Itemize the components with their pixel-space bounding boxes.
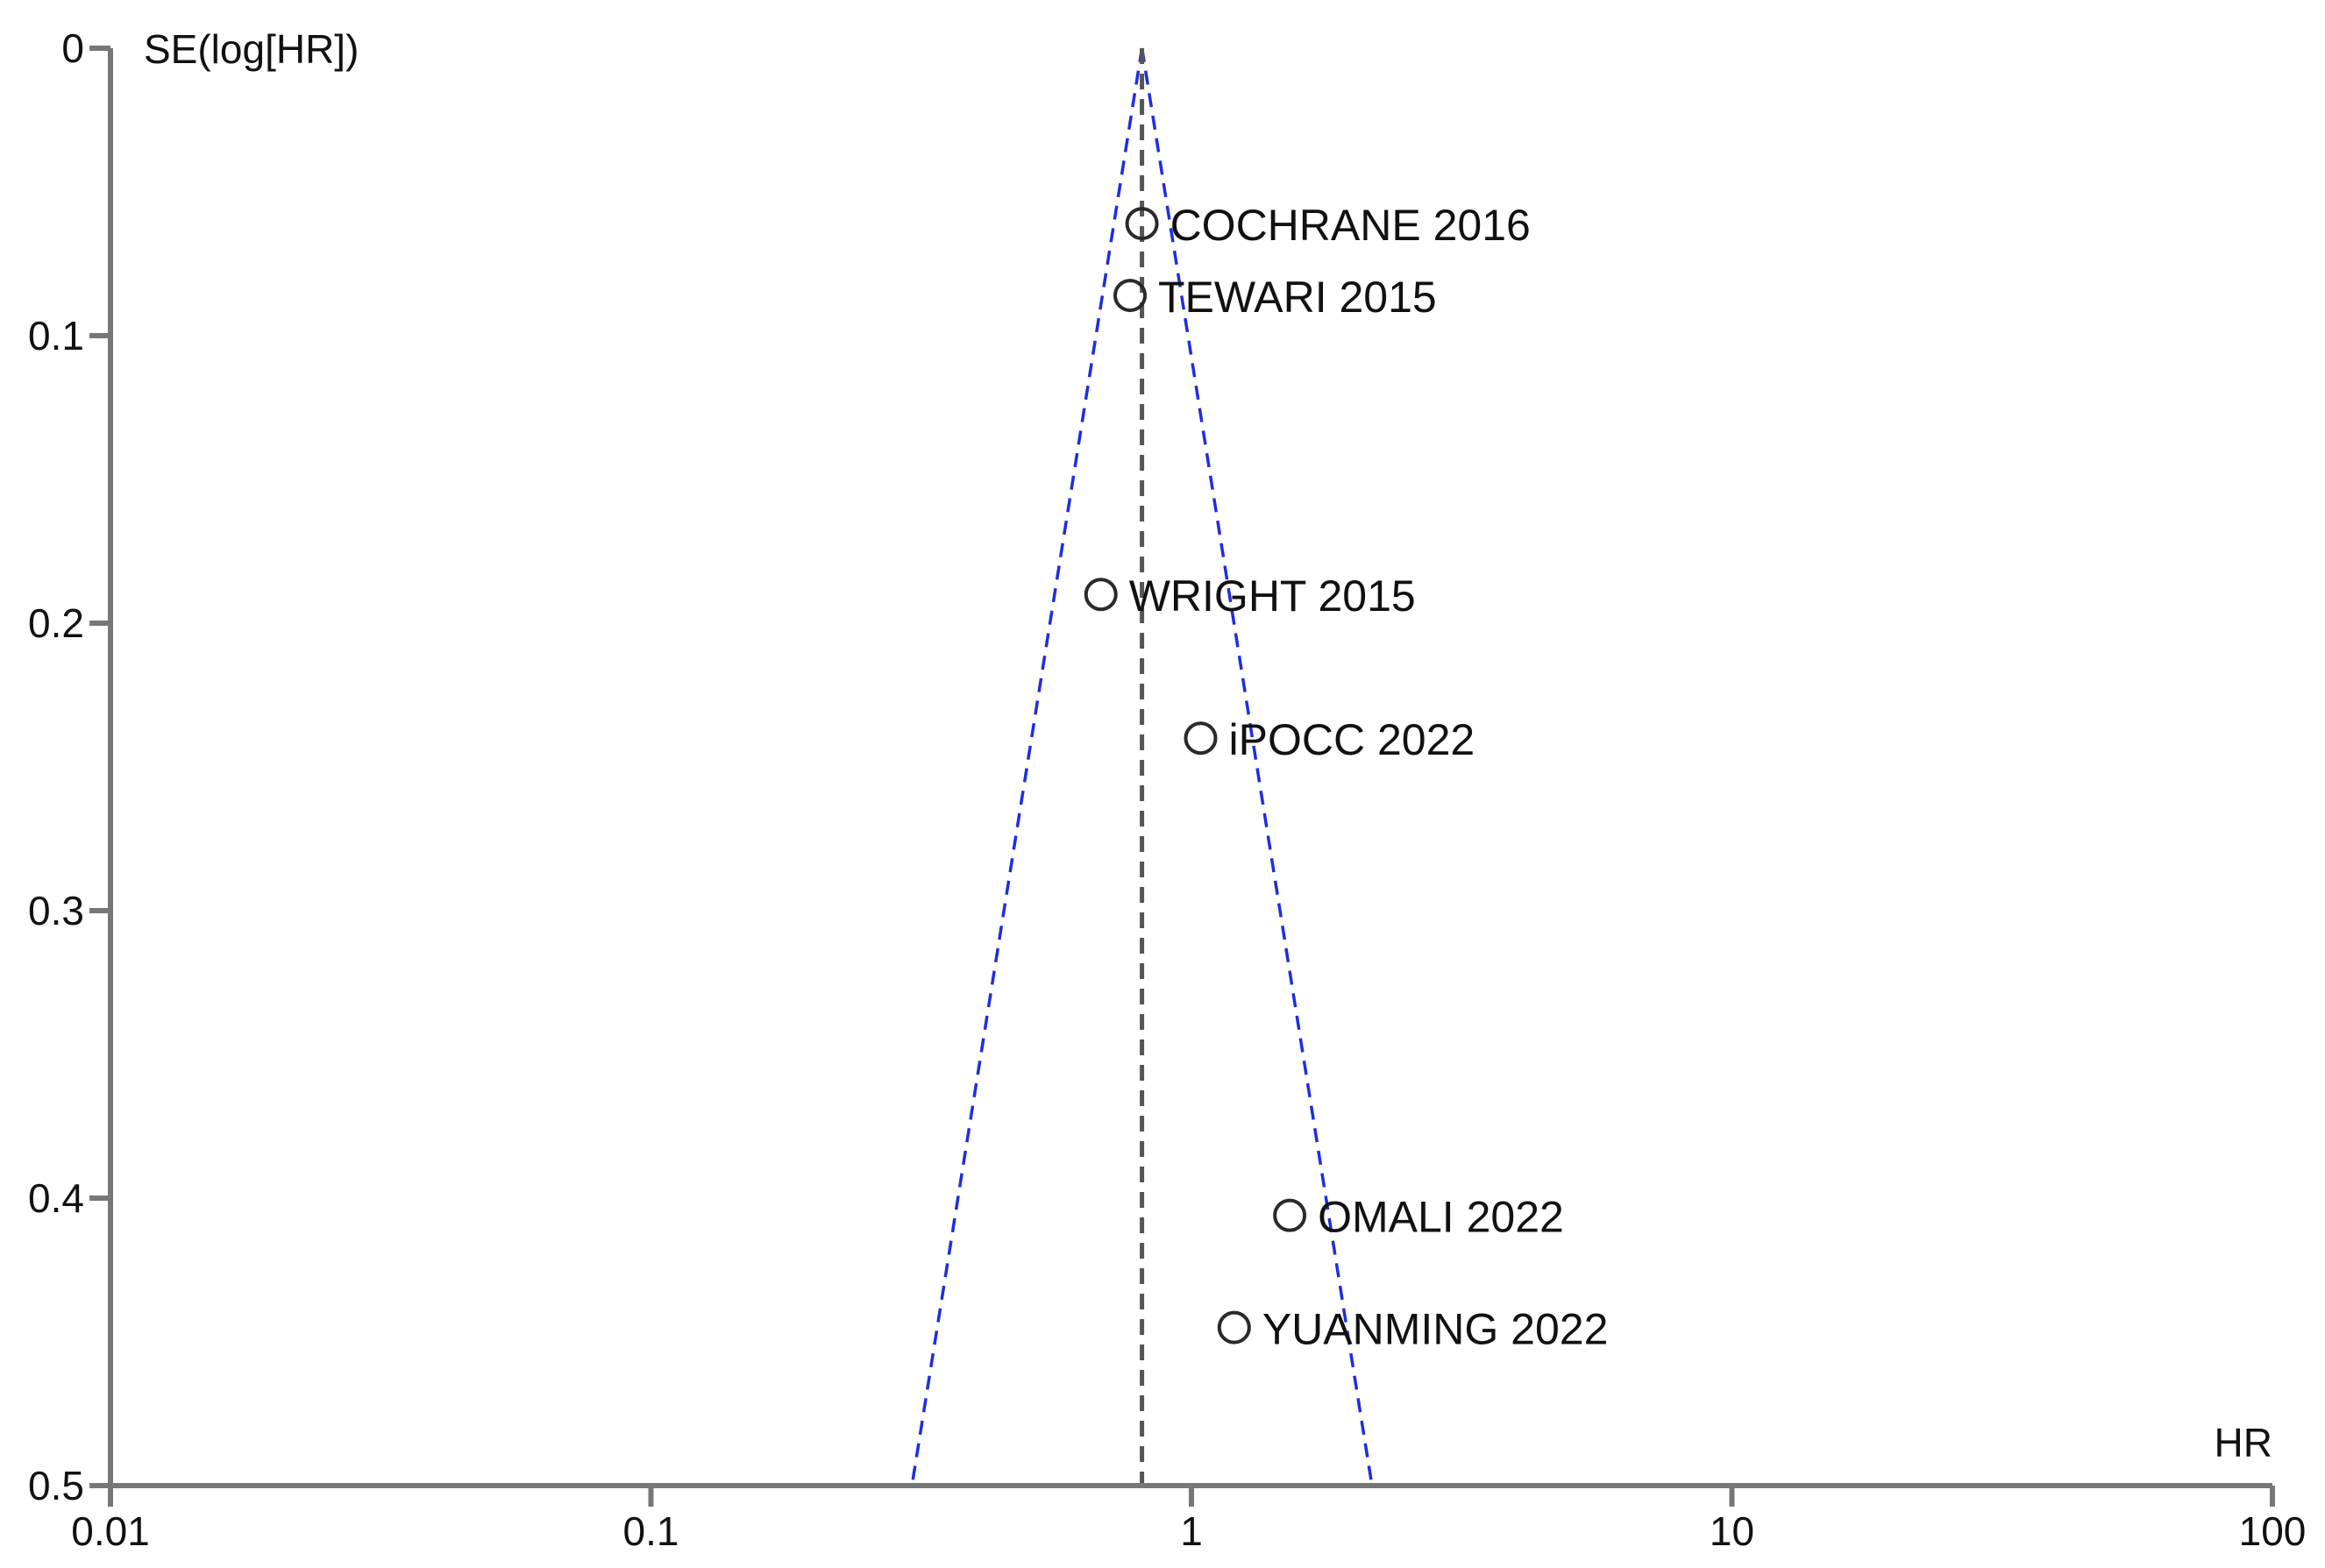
x-tick-label: 100 [2239, 1508, 2307, 1554]
x-tick-label: 0.1 [623, 1508, 679, 1554]
study-point [1084, 578, 1118, 612]
y-tick-label: 0.2 [28, 600, 84, 646]
y-tick-label: 0.5 [28, 1463, 84, 1508]
study-label: iPOCC 2022 [1229, 715, 1475, 764]
study-point [1217, 1310, 1251, 1345]
study-point [1273, 1198, 1307, 1232]
study-point [1113, 279, 1148, 313]
funnel-line-right [1140, 47, 1374, 1486]
study-label: YUANMING 2022 [1262, 1305, 1609, 1354]
study-point [1125, 207, 1159, 241]
x-axis-title: HR [2215, 1420, 2272, 1465]
x-tick-label: 1 [1180, 1508, 1203, 1554]
study-label: WRIGHT 2015 [1129, 571, 1416, 621]
axes-layer: 0 0.1 0.2 0.3 0.4 0.50.01 0.1 1 10 100 [28, 25, 2306, 1554]
y-tick-label: 0.3 [28, 888, 84, 933]
study-label: TEWARI 2015 [1158, 273, 1437, 322]
funnel-line-left [910, 47, 1144, 1486]
points-layer: COCHRANE 2016 TEWARI 2015 WRIGHT 2015 iPOCC… [1084, 201, 1609, 1354]
y-axis-title: SE(log[HR]) [144, 26, 359, 72]
x-tick-label: 10 [1710, 1508, 1754, 1554]
y-tick-label: 0 [61, 25, 84, 71]
y-tick-label: 0.1 [28, 313, 84, 358]
y-tick-label: 0.4 [28, 1175, 84, 1221]
study-point [1184, 721, 1218, 756]
x-tick-label: 0.01 [71, 1508, 150, 1554]
funnel-layer [910, 47, 1374, 1486]
study-label: OMALI 2022 [1318, 1193, 1564, 1242]
study-label: COCHRANE 2016 [1170, 201, 1531, 250]
